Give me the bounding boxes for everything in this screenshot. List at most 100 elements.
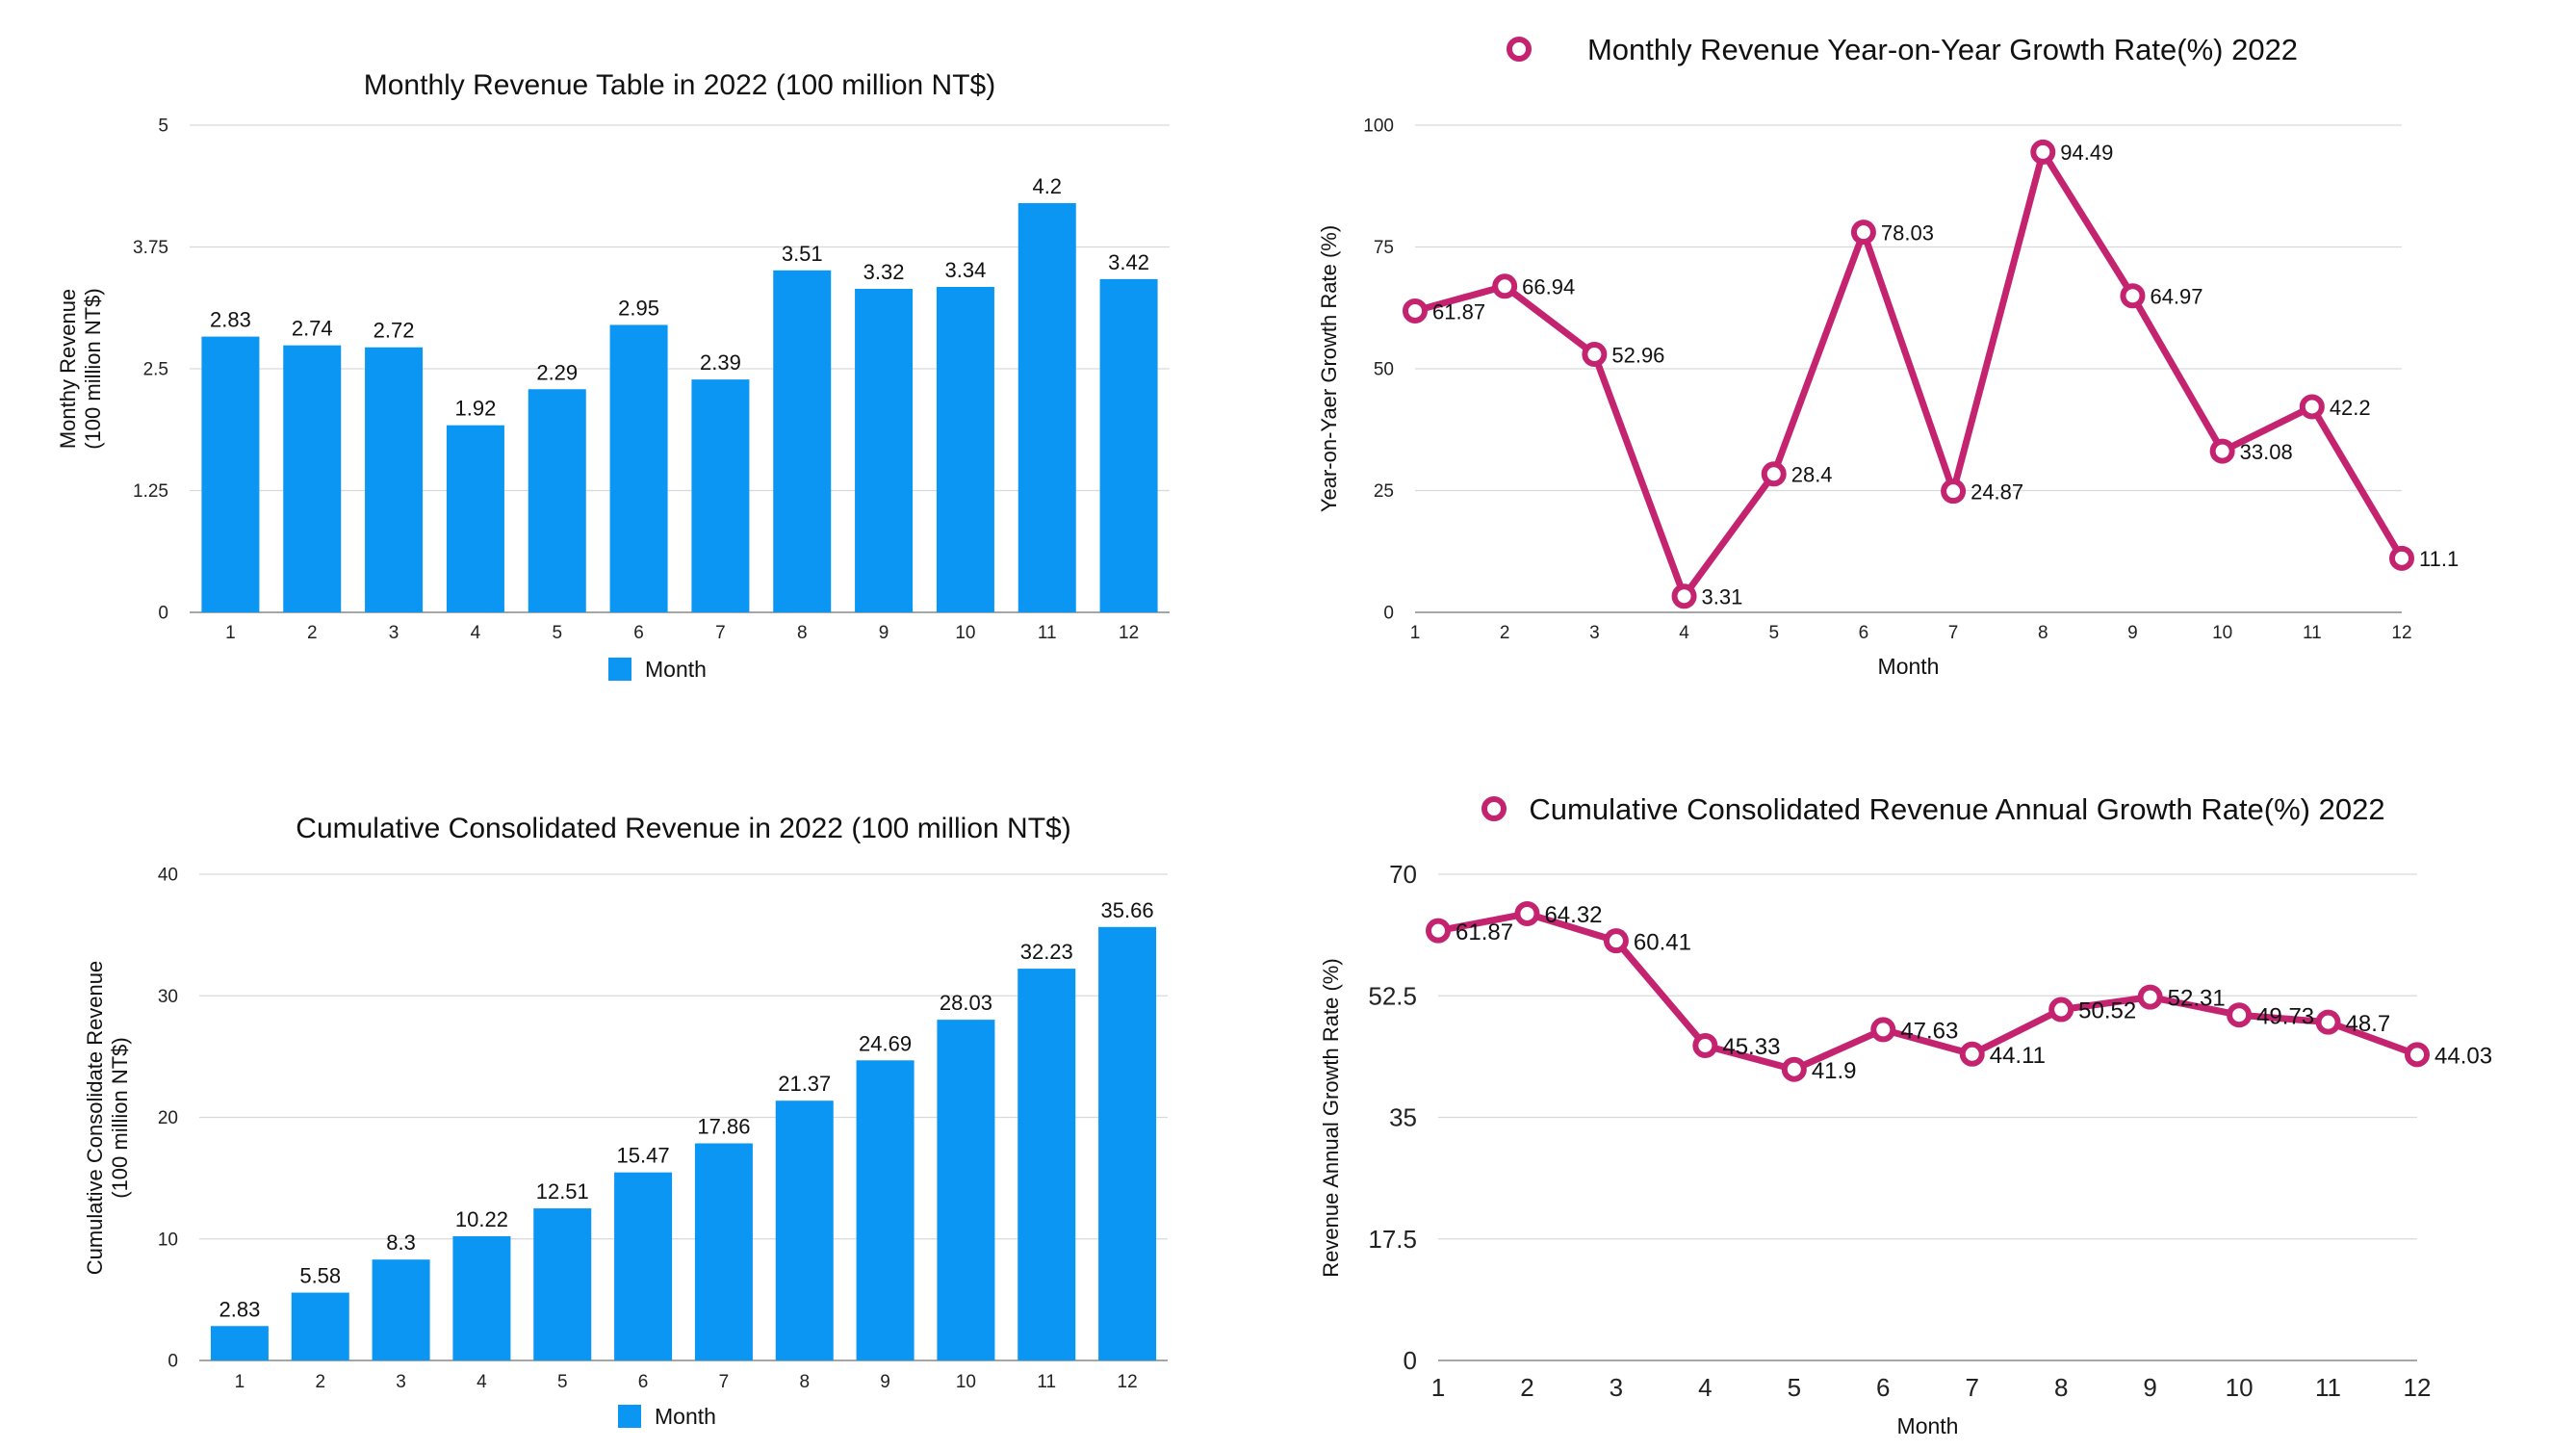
bar bbox=[372, 1259, 430, 1360]
bar bbox=[855, 289, 914, 612]
data-label: 12.51 bbox=[536, 1179, 589, 1204]
bar bbox=[1018, 969, 1076, 1360]
y-axis-label: Revenue Annual Growth Rate (%) bbox=[1319, 958, 1343, 1277]
y-tick-label: 52.5 bbox=[1368, 981, 1417, 1010]
data-label: 78.03 bbox=[1881, 221, 1934, 246]
bar bbox=[528, 389, 586, 612]
y-tick-label: 0 bbox=[1404, 1346, 1417, 1375]
x-tick-label: 9 bbox=[880, 1372, 890, 1392]
x-tick-label: 3 bbox=[1610, 1373, 1623, 1402]
x-tick-label: 7 bbox=[715, 623, 726, 643]
data-point bbox=[1671, 583, 1697, 609]
legend-swatch bbox=[618, 1405, 641, 1428]
x-tick-label: 7 bbox=[719, 1372, 730, 1392]
x-tick-label: 5 bbox=[1788, 1373, 1801, 1402]
y-axis-label: Cumulative Consolidate Revenue bbox=[83, 961, 107, 1276]
x-tick-label: 10 bbox=[2212, 623, 2232, 643]
data-label: 28.03 bbox=[940, 991, 992, 1015]
chart-title: Monthly Revenue Table in 2022 (100 milli… bbox=[364, 69, 995, 101]
data-label: 45.33 bbox=[1722, 1034, 1780, 1060]
x-tick-label: 8 bbox=[797, 623, 808, 643]
bar bbox=[452, 1235, 511, 1360]
y-tick-label: 10 bbox=[158, 1230, 178, 1250]
bar bbox=[201, 336, 260, 612]
x-tick-label: 10 bbox=[2226, 1373, 2254, 1402]
data-label: 61.87 bbox=[1432, 299, 1485, 324]
x-tick-label: 4 bbox=[1679, 623, 1689, 643]
data-label: 44.03 bbox=[2434, 1043, 2492, 1069]
x-tick-label: 5 bbox=[552, 623, 562, 643]
y-axis-label: (100 million NT$) bbox=[108, 1037, 132, 1199]
data-label: 4.2 bbox=[1032, 174, 1062, 198]
data-label: 32.23 bbox=[1020, 940, 1073, 964]
data-label: 52.96 bbox=[1611, 343, 1664, 367]
bar bbox=[533, 1208, 592, 1360]
x-tick-label: 3 bbox=[1589, 623, 1600, 643]
y-tick-label: 100 bbox=[1363, 117, 1394, 137]
series-line bbox=[1437, 910, 2419, 1074]
y-tick-label: 0 bbox=[1383, 604, 1394, 624]
data-point bbox=[1781, 1056, 1807, 1082]
x-tick-label: 12 bbox=[1119, 623, 1139, 643]
data-label: 64.97 bbox=[2150, 285, 2202, 309]
y-tick-label: 2.5 bbox=[143, 360, 168, 380]
x-tick-label: 4 bbox=[477, 1372, 487, 1392]
data-label: 2.83 bbox=[219, 1297, 261, 1321]
data-label: 1.92 bbox=[455, 397, 497, 421]
x-tick-label: 8 bbox=[799, 1372, 810, 1392]
data-label: 2.74 bbox=[292, 317, 333, 341]
x-tick-label: 10 bbox=[956, 1372, 976, 1392]
data-label: 2.39 bbox=[700, 350, 741, 375]
legend-label: Month bbox=[655, 1404, 716, 1429]
data-label: 2.29 bbox=[536, 360, 578, 384]
y-tick-label: 25 bbox=[1374, 481, 1394, 502]
data-point bbox=[1941, 479, 1967, 505]
data-point bbox=[1850, 220, 1876, 246]
y-axis-label: (100 million NT$) bbox=[81, 288, 105, 450]
x-tick-label: 7 bbox=[1948, 623, 1959, 643]
data-point bbox=[2048, 997, 2074, 1023]
x-tick-label: 1 bbox=[235, 1372, 245, 1392]
data-label: 28.4 bbox=[1791, 463, 1833, 487]
data-point bbox=[2405, 1042, 2430, 1068]
cumulative-revenue-bar-chart: 0 10 20 30 40 Cumulative Consolidated Revenue… bbox=[83, 813, 1168, 1429]
y-tick-label: 3.75 bbox=[133, 238, 168, 258]
y-tick-label: 5 bbox=[158, 117, 168, 137]
legend-swatch bbox=[608, 658, 631, 681]
data-label: 52.31 bbox=[2168, 986, 2226, 1012]
data-label: 61.87 bbox=[1455, 919, 1513, 945]
bar bbox=[614, 1172, 673, 1360]
data-point bbox=[2227, 1002, 2253, 1028]
x-tick-label: 3 bbox=[396, 1372, 406, 1392]
x-tick-label: 7 bbox=[1965, 1373, 1978, 1402]
bar bbox=[291, 1292, 349, 1360]
bar bbox=[446, 425, 504, 612]
data-point bbox=[1761, 461, 1787, 487]
bar bbox=[856, 1060, 914, 1360]
monthly-revenue-bar-chart: 0 1.25 2.5 3.75 5 Monthly Revenue Table in 20… bbox=[56, 69, 1170, 682]
bar bbox=[691, 379, 750, 612]
x-tick-label: 1 bbox=[1431, 1373, 1445, 1402]
bar bbox=[210, 1326, 269, 1360]
y-tick-label: 35 bbox=[1389, 1103, 1417, 1132]
y-axis-label: Year-on-Yaer Growth Rate (%) bbox=[1317, 225, 1341, 512]
data-label: 64.32 bbox=[1544, 902, 1602, 928]
data-point bbox=[1403, 298, 1428, 324]
data-label: 3.51 bbox=[782, 242, 823, 266]
y-axis-label: Monthy Revenue bbox=[56, 289, 80, 449]
y-tick-label: 50 bbox=[1374, 360, 1394, 380]
x-tick-label: 2 bbox=[315, 1372, 325, 1392]
data-label: 3.42 bbox=[1108, 250, 1149, 274]
y-tick-label: 40 bbox=[158, 866, 178, 886]
data-label: 41.9 bbox=[1812, 1058, 1857, 1084]
data-point bbox=[1514, 900, 1540, 926]
data-label: 60.41 bbox=[1634, 929, 1691, 955]
data-label: 21.37 bbox=[778, 1072, 831, 1096]
data-label: 35.66 bbox=[1101, 898, 1154, 922]
data-point bbox=[1492, 273, 1518, 299]
data-label: 42.2 bbox=[2330, 396, 2371, 420]
bar bbox=[283, 345, 342, 612]
y-tick-label: 75 bbox=[1374, 238, 1394, 258]
